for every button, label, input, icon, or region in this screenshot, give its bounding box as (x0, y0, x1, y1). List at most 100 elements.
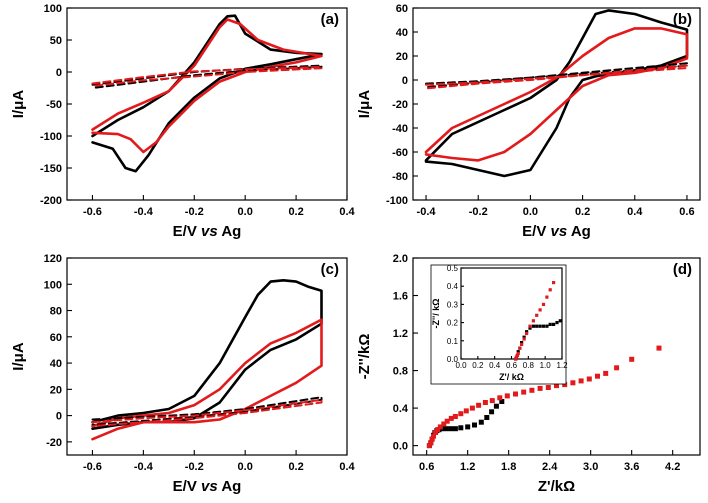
data-point-red-squares (570, 380, 576, 386)
x-tick-label: 3.0 (583, 461, 598, 473)
y-tick-label: -40 (392, 123, 408, 135)
data-point-black-squares (489, 409, 495, 415)
data-point-red-squares (537, 385, 543, 391)
x-axis-label-part: E/V (173, 478, 201, 495)
series-line-red-solid (424, 27, 689, 162)
data-point-black-squares (443, 426, 449, 432)
y-axis-label: I/μA (356, 90, 373, 119)
data-point-red-squares (603, 370, 609, 376)
data-point-red-squares (548, 288, 552, 292)
data-point-black-squares (458, 425, 464, 431)
data-point-red-squares (545, 295, 549, 299)
y-tick-label: 0.8 (393, 366, 408, 378)
data-point-red-squares (535, 313, 539, 317)
y-tick-label: -20 (392, 99, 408, 111)
x-tick-label: 1.2 (460, 461, 475, 473)
data-point-red-squares (515, 353, 519, 357)
y-tick-label: 0 (56, 67, 62, 79)
y-tick-label: -100 (40, 131, 62, 143)
plot-frame (66, 257, 348, 456)
y-tick-label: 0.4 (447, 282, 459, 291)
data-point-red-squares (426, 443, 432, 449)
data-point-red-squares (489, 398, 495, 404)
x-tick-label: 4.2 (665, 461, 680, 473)
y-tick-label: 2.0 (393, 253, 408, 265)
data-point-black-squares (520, 341, 524, 345)
data-point-red-squares (516, 351, 520, 356)
data-point-red-squares (538, 308, 542, 312)
inset-x-axis-label: Z'/ kΩ (499, 372, 524, 382)
data-point-red-squares (529, 387, 535, 393)
y-tick-label: 20 (50, 384, 62, 396)
x-axis-label: E/V vs Ag (173, 478, 242, 495)
y-tick-label: 120 (44, 253, 62, 265)
y-tick-label: -20 (46, 437, 62, 449)
chart-panel-1: -0.6 -0.4 -0.2 0.0 0.2 0.4 -200 -150 -100 -50 0 50 1… (10, 3, 356, 240)
y-axis-label: -Z''/kΩ (356, 334, 373, 380)
data-point-red-squares (448, 415, 454, 421)
data-point-red-squares (528, 324, 532, 328)
x-tick-label: -0.4 (134, 206, 154, 218)
data-point-black-squares (525, 330, 529, 334)
panel-label: (b) (673, 11, 692, 28)
y-axis-label: I/μA (10, 342, 27, 371)
y-tick-label: 0 (56, 411, 62, 423)
x-tick-label: -0.2 (185, 461, 204, 473)
inset-background (430, 264, 567, 385)
y-tick-label: 0 (402, 75, 408, 87)
y-axis-label: I/μA (10, 90, 27, 119)
y-tick-label: 50 (50, 35, 62, 47)
data-point-red-squares (578, 378, 584, 384)
series-line-black-solid (424, 9, 689, 178)
data-point-red-squares (562, 382, 568, 388)
panel-label: (a) (321, 11, 339, 28)
y-tick-label: 0.0 (393, 441, 408, 453)
x-axis-label-part: Ag (218, 478, 242, 495)
y-tick-label: 100 (44, 3, 62, 15)
x-tick-label: 0.2 (472, 361, 484, 370)
series-line-red-dashed (91, 65, 323, 88)
data-point-red-squares (458, 411, 464, 417)
x-axis-label-part: E/V (173, 223, 201, 240)
y-tick-label: -80 (392, 171, 408, 183)
data-point-black-squares (522, 335, 526, 339)
x-axis-label-part: Ag (567, 223, 591, 240)
x-tick-label: 0.2 (288, 461, 303, 473)
y-tick-label: -100 (386, 195, 408, 207)
x-tick-label: -0.6 (83, 461, 102, 473)
data-point-red-squares (531, 319, 535, 323)
data-point-red-squares (545, 385, 551, 390)
y-tick-label: 100 (44, 279, 62, 291)
y-tick-label: 40 (396, 27, 408, 39)
y-tick-label: 80 (50, 306, 62, 318)
data-point-red-squares (428, 440, 434, 446)
x-tick-label: 1.0 (540, 361, 552, 370)
data-point-black-squares (448, 426, 454, 432)
x-axis-label-part: vs (201, 223, 218, 240)
data-point-red-squares (541, 302, 546, 306)
inset-y-axis-label: -Z''/ kΩ (431, 299, 441, 329)
x-axis-label-part: vs (551, 223, 568, 240)
x-tick-label: 0.8 (523, 361, 535, 370)
x-tick-label: 0.4 (339, 461, 355, 473)
data-point-black-squares (558, 319, 562, 323)
x-tick-label: 0.0 (238, 206, 253, 218)
x-tick-label: 0.0 (523, 206, 538, 218)
x-tick-label: 0.4 (627, 206, 643, 218)
data-point-red-squares (514, 357, 518, 361)
data-point-red-squares (429, 436, 435, 442)
data-point-red-squares (518, 346, 522, 350)
y-tick-label: 0.1 (447, 337, 459, 346)
data-point-black-squares (516, 350, 520, 354)
x-axis-label: Z'/kΩ (538, 478, 575, 495)
x-axis-label: E/V vs Ag (173, 223, 242, 240)
data-point-red-squares (525, 331, 529, 336)
y-tick-label: 0.5 (447, 264, 459, 273)
data-point-black-squares (472, 422, 477, 428)
data-point-black-squares (535, 324, 539, 328)
data-point-red-squares (463, 408, 469, 414)
chart-panel-3: -0.6 -0.4 -0.2 0.0 0.2 0.4 -20 0 20 40 60 80 100 120 (… (10, 253, 356, 495)
data-point-red-squares (522, 337, 526, 341)
data-point-red-squares (504, 393, 510, 399)
